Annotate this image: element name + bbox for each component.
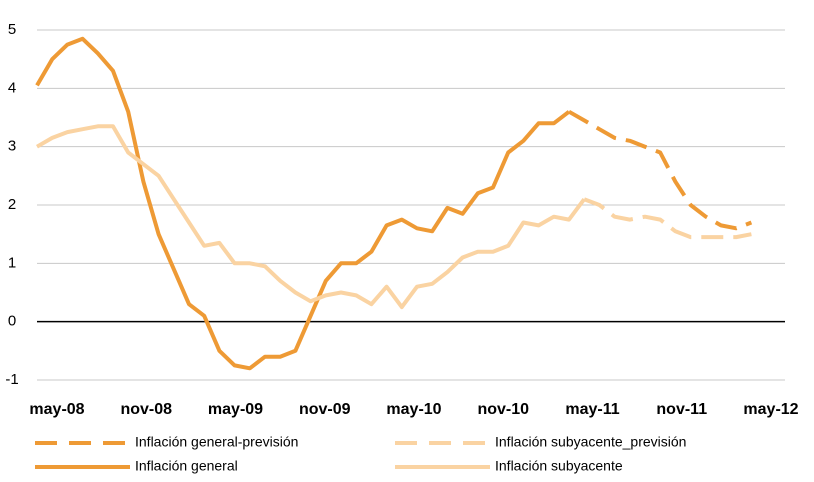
series-line (35, 124, 586, 310)
y-tick-label: -1 (5, 371, 18, 388)
legend-label: Inflación general-previsión (135, 434, 298, 450)
y-tick-label: 5 (8, 21, 16, 38)
x-tick-label: nov-09 (299, 401, 351, 418)
series-line (568, 109, 753, 231)
series-line (583, 197, 752, 240)
x-tick-label: nov-11 (656, 401, 707, 418)
y-tick-label: 4 (8, 79, 16, 96)
x-tick-label: may-09 (208, 401, 263, 418)
x-tick-label: nov-08 (120, 401, 172, 418)
y-tick-label: 0 (8, 313, 16, 330)
y-tick-label: 3 (8, 138, 16, 155)
y-tick-label: 1 (8, 254, 16, 271)
x-tick-label: nov-10 (477, 401, 529, 418)
x-tick-label: may-08 (29, 401, 84, 418)
series-line (35, 36, 571, 371)
x-tick-label: may-12 (743, 401, 798, 418)
y-tick-label: 2 (8, 196, 16, 213)
legend-label: Inflación general (135, 458, 238, 474)
legend-label: Inflación subyacente_previsión (495, 434, 686, 450)
x-tick-label: may-10 (386, 401, 441, 418)
legend-label: Inflación subyacente (495, 458, 623, 474)
x-tick-label: may-11 (565, 401, 619, 418)
